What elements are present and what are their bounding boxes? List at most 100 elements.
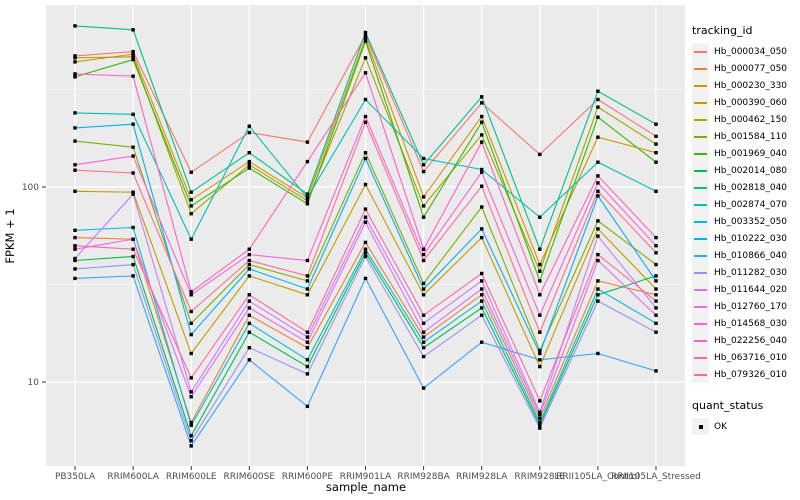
data-point (131, 145, 135, 149)
y-axis-title: FPKM + 1 (3, 208, 17, 263)
data-point (73, 189, 77, 193)
legend-item: Hb_002818_040 (692, 179, 787, 196)
data-point (538, 358, 542, 362)
legend-key-line (694, 271, 707, 274)
legend-key (692, 315, 709, 332)
data-point (363, 207, 368, 211)
legend-item: Hb_003352_050 (692, 213, 787, 230)
data-point (189, 376, 193, 380)
data-point (131, 192, 135, 196)
data-point (421, 386, 426, 390)
data-point (421, 340, 426, 344)
data-point (654, 134, 658, 138)
data-point (131, 247, 135, 251)
data-point (189, 190, 193, 194)
legend-key-line (694, 373, 707, 376)
data-point (538, 420, 542, 425)
data-point (421, 293, 426, 297)
data-point (654, 299, 658, 303)
data-point (654, 279, 658, 283)
legend-key (692, 349, 709, 366)
data-point (189, 321, 193, 325)
legend-key-line (694, 135, 707, 138)
data-point (247, 159, 251, 164)
data-point (247, 124, 251, 128)
legend-item: Hb_011644_020 (692, 281, 787, 298)
legend-key-line (694, 203, 707, 206)
data-point (305, 274, 310, 278)
data-point (480, 287, 484, 291)
data-point (131, 55, 135, 59)
legend-item-quant: OK (692, 418, 787, 435)
legend-item-label: Hb_079326_010 (714, 369, 788, 380)
legend-key (692, 111, 709, 128)
legend-key-line (694, 322, 707, 325)
data-point (73, 228, 77, 232)
data-point (131, 225, 135, 230)
data-point (305, 140, 310, 144)
data-point (305, 192, 310, 196)
legend-item: Hb_000077_050 (692, 60, 787, 77)
legend-key-line (694, 254, 707, 257)
data-point (305, 330, 310, 334)
data-point (538, 279, 542, 283)
x-tick-label: RRIM928BA (397, 472, 450, 482)
data-point (421, 321, 426, 325)
legend-key-line (694, 101, 707, 104)
legend-key-line (694, 84, 707, 87)
data-point (73, 258, 77, 263)
data-point (596, 293, 600, 297)
legend-item: Hb_001969_040 (692, 145, 787, 162)
legend-tracking-items: Hb_000034_050 Hb_000077_050 Hb_000230_330 H… (692, 43, 787, 383)
data-point (305, 358, 310, 362)
legend-item: Hb_010222_030 (692, 230, 787, 247)
data-point (480, 306, 484, 310)
x-tick-label: RRII105LA_Stressed (611, 472, 701, 482)
y-tick-label: 10 (28, 378, 40, 388)
data-point (363, 276, 368, 281)
data-point (363, 114, 368, 119)
data-point (480, 140, 484, 144)
legend-key (692, 247, 709, 264)
legend-item: Hb_002874_070 (692, 196, 787, 213)
data-point (131, 262, 135, 267)
legend-key (692, 196, 709, 213)
data-point (538, 410, 542, 414)
legend-item-label: Hb_002014_080 (714, 165, 788, 176)
legend-item-label: Hb_022256_040 (714, 335, 788, 346)
legend-item-label: Hb_001969_040 (714, 148, 788, 159)
data-point (305, 287, 310, 291)
data-point (73, 139, 77, 143)
data-point (305, 372, 310, 376)
data-point (654, 321, 658, 325)
data-point (654, 274, 658, 278)
data-point (305, 199, 310, 203)
data-point (596, 189, 600, 193)
data-point (421, 346, 426, 350)
data-point (538, 215, 542, 219)
legend-item: Hb_000034_050 (692, 43, 787, 60)
data-point (421, 156, 426, 161)
data-point (247, 247, 251, 251)
data-point (363, 251, 368, 255)
data-point (73, 75, 77, 79)
data-point (189, 332, 193, 337)
data-point (189, 204, 193, 208)
data-point (363, 215, 368, 219)
legend-key (692, 418, 709, 435)
data-point (363, 182, 368, 187)
legend-item-label: Hb_000390_060 (714, 97, 788, 108)
legend-item: Hb_000390_060 (692, 94, 787, 111)
legend-item-label: Hb_012760_170 (714, 301, 788, 312)
data-point (131, 112, 135, 116)
data-point (421, 335, 426, 339)
legend-key (692, 145, 709, 162)
data-point (538, 399, 542, 403)
data-point (538, 364, 542, 369)
data-point (363, 254, 368, 259)
data-point (363, 247, 368, 251)
data-point (189, 212, 193, 216)
legend-item-label: Hb_000462_150 (714, 114, 788, 125)
data-point (480, 120, 484, 124)
data-point (654, 251, 658, 255)
